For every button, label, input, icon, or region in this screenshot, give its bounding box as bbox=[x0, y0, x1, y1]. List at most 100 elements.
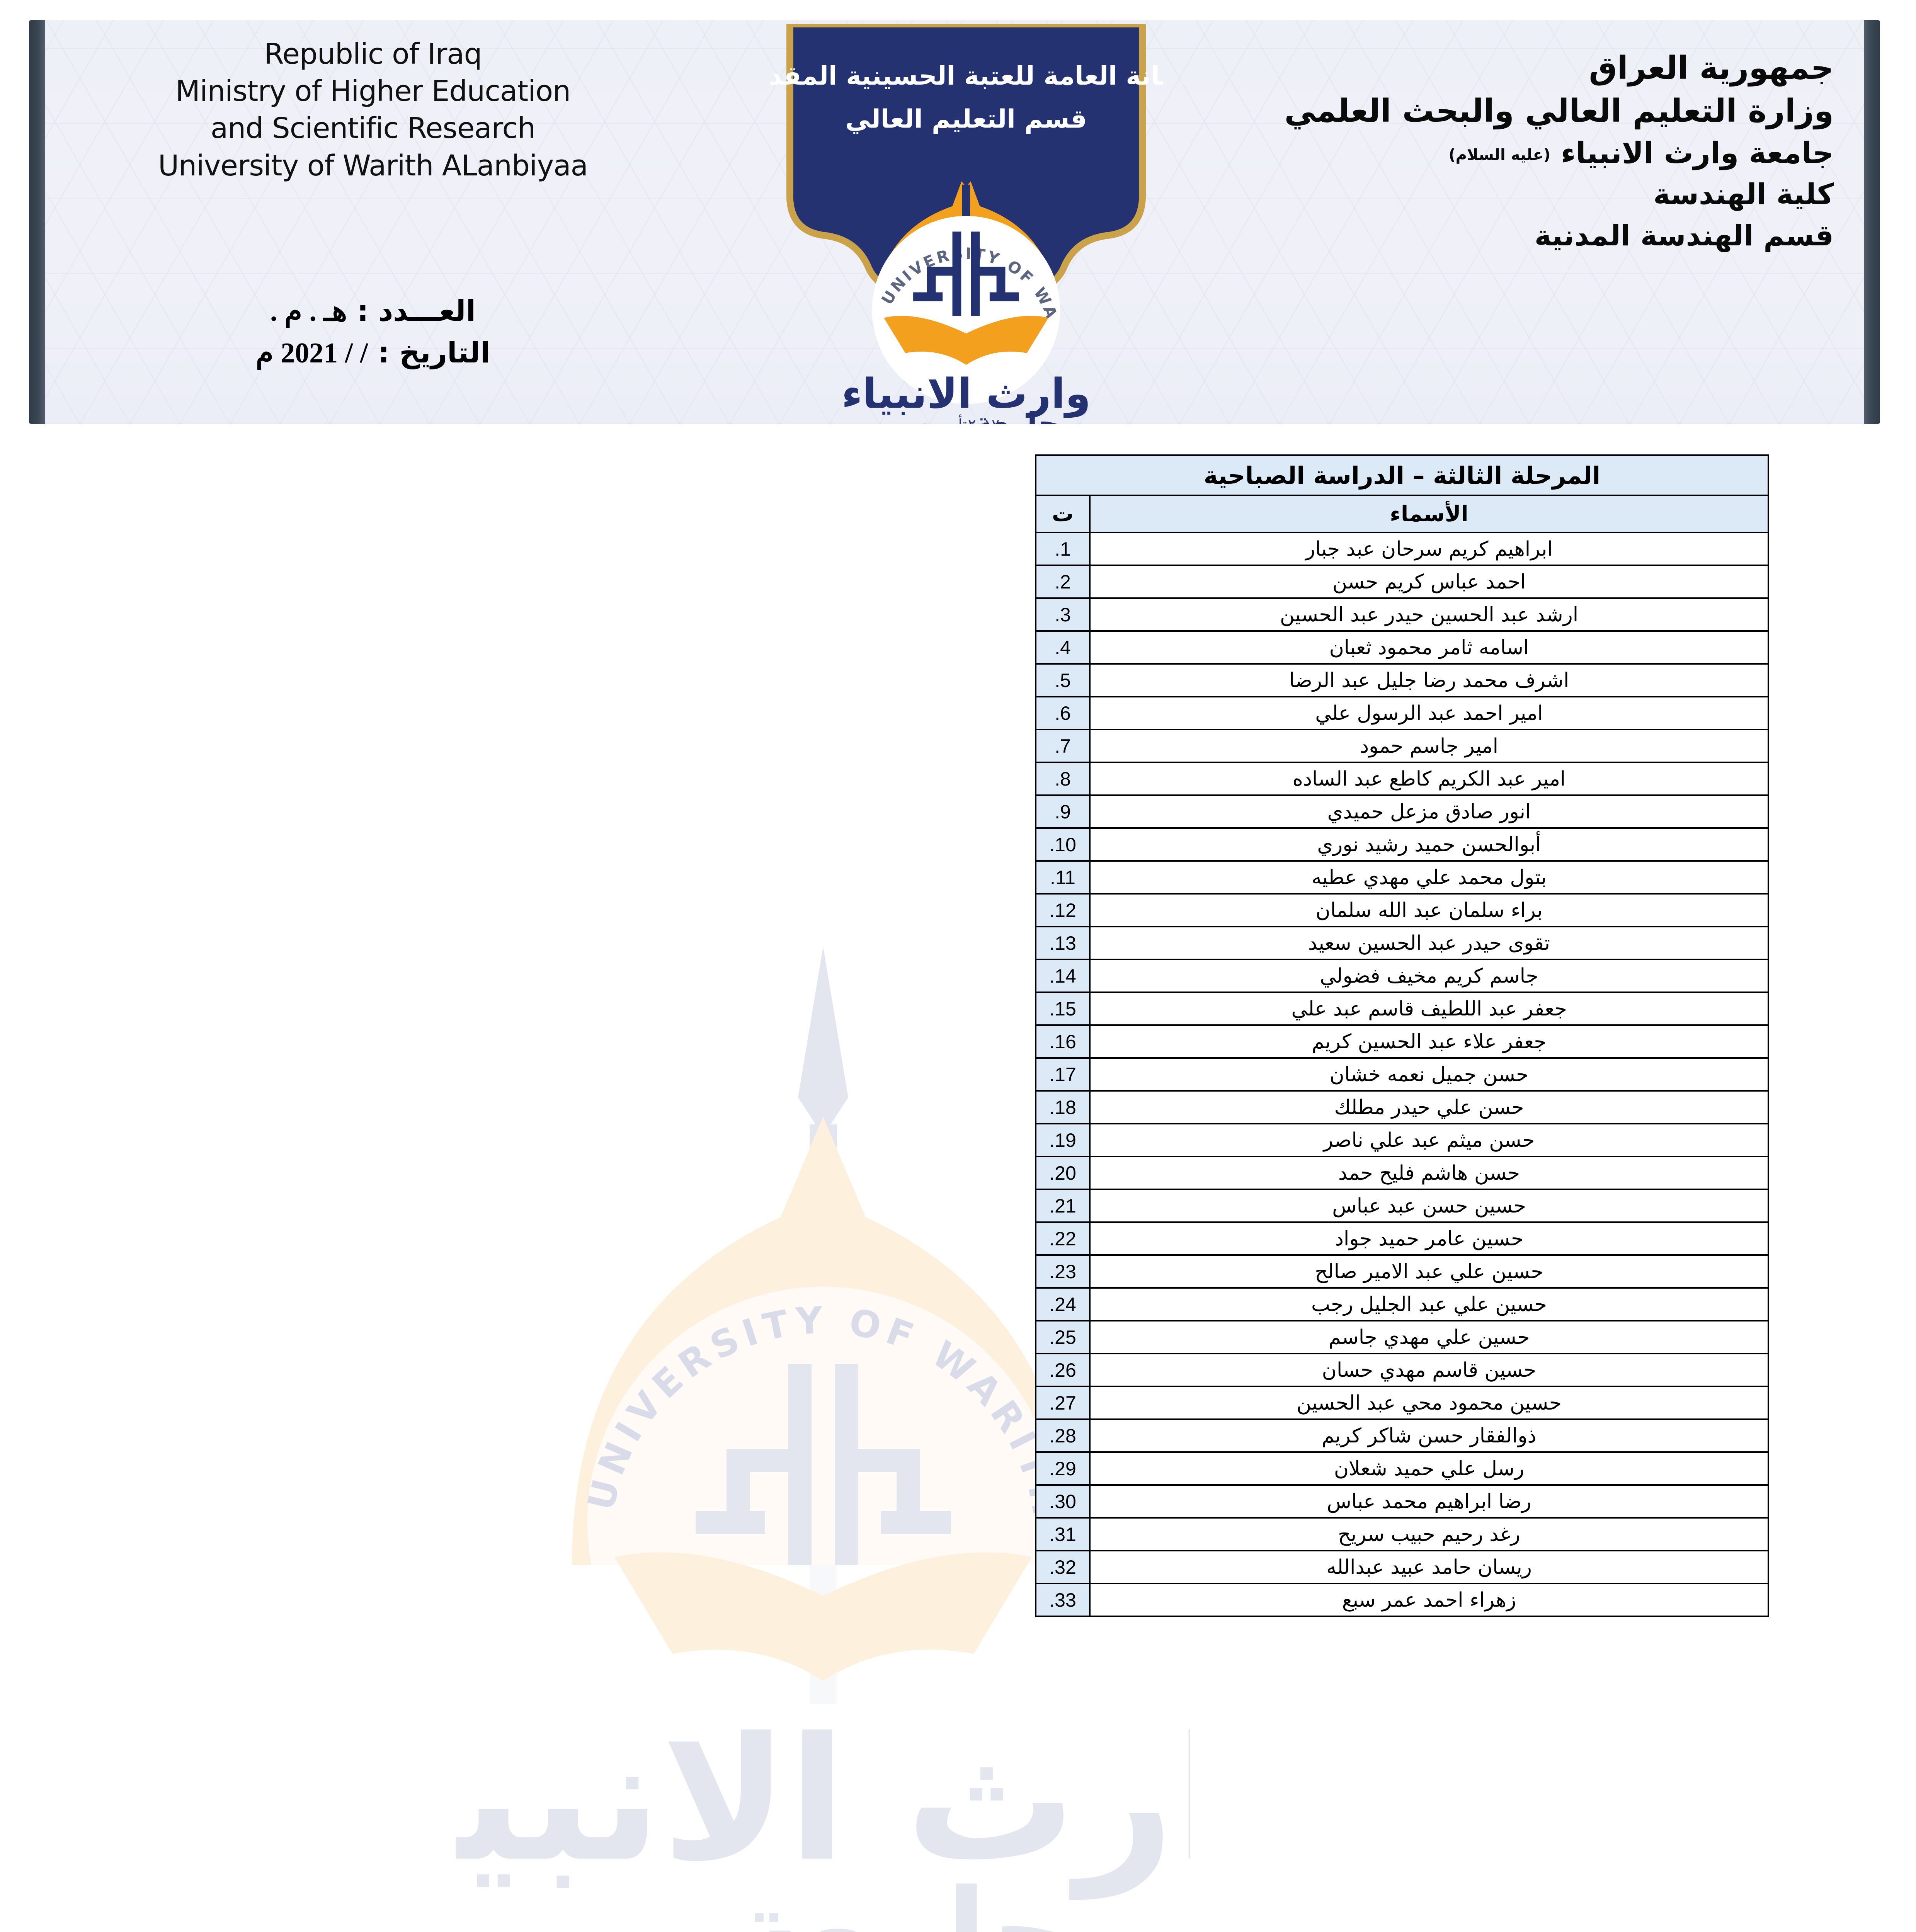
emblem-wordmark-jamia: جامعة bbox=[975, 406, 1059, 424]
table-row: حسين حسن عبد عباس .21 bbox=[1035, 1189, 1769, 1223]
arabic-line-department: قسم الهندسة المدنية bbox=[1534, 219, 1834, 253]
table-row: انور صادق مزعل حميدي .9 bbox=[1035, 794, 1769, 829]
table-row: ارشد عبد الحسين حيدر عبد الحسين .3 bbox=[1035, 597, 1769, 632]
student-name-cell: أبوالحسن حميد رشيد نوري bbox=[1089, 827, 1769, 862]
row-index-cell: .27 bbox=[1035, 1386, 1091, 1420]
table-body: ابراهيم كريم سرحان عبد جبار .1 احمد عباس ك… bbox=[1035, 532, 1769, 1617]
student-name-cell: احمد عباس كريم حسن bbox=[1089, 565, 1769, 599]
table-row: حسن ميثم عبد علي ناصر .19 bbox=[1035, 1123, 1769, 1157]
student-name-cell: حسين علي مهدي جاسم bbox=[1089, 1320, 1769, 1354]
row-index-cell: .29 bbox=[1035, 1451, 1091, 1486]
watermark-founded-year: ٢٠١٧ bbox=[723, 1920, 830, 1932]
watermark-wordmark: وارث الانبياء bbox=[456, 1701, 1190, 1901]
table-row: احمد عباس كريم حسن .2 bbox=[1035, 565, 1769, 599]
student-name-cell: اسامه ثامر محمود ثعبان bbox=[1089, 630, 1769, 665]
row-index-cell: .24 bbox=[1035, 1287, 1091, 1321]
row-index-cell: .4 bbox=[1035, 630, 1091, 665]
student-name-cell: حسن علي حيدر مطلك bbox=[1089, 1090, 1769, 1124]
table-row: حسين علي مهدي جاسم .25 bbox=[1035, 1320, 1769, 1354]
row-index-cell: .15 bbox=[1035, 992, 1091, 1026]
number-field-row: العـــدد : هـ . م . bbox=[71, 291, 674, 332]
row-index-cell: .2 bbox=[1035, 565, 1091, 599]
student-name-cell: ريسان حامد عبيد عبدالله bbox=[1089, 1550, 1769, 1584]
row-index-cell: .25 bbox=[1035, 1320, 1091, 1354]
student-name-cell: ارشد عبد الحسين حيدر عبد الحسين bbox=[1089, 597, 1769, 632]
arabic-line-ministry: وزارة التعليم العالي والبحث العلمي bbox=[1284, 92, 1834, 129]
row-index-cell: .3 bbox=[1035, 597, 1091, 632]
table-row: حسين علي عبد الجليل رجب .24 bbox=[1035, 1287, 1769, 1321]
table-row: امير عبد الكريم كاطع عبد الساده .8 bbox=[1035, 762, 1769, 796]
table-row: رسل علي حميد شعلان .29 bbox=[1035, 1451, 1769, 1486]
row-index-cell: .23 bbox=[1035, 1254, 1091, 1289]
number-label: العـــدد : bbox=[357, 294, 476, 328]
date-field-row: التاريخ : / / 2021 م bbox=[71, 332, 674, 374]
table-row: امير جاسم حمود .7 bbox=[1035, 729, 1769, 763]
row-index-cell: .33 bbox=[1035, 1583, 1091, 1617]
date-value: / / 2021 م bbox=[255, 337, 368, 369]
table-row: امير احمد عبد الرسول علي .6 bbox=[1035, 696, 1769, 730]
emblem-founded-label: تأسست bbox=[919, 414, 967, 424]
letterhead-left-edge-bar bbox=[29, 20, 45, 424]
letterhead-right-edge-bar bbox=[1864, 20, 1880, 424]
student-name-cell: رسل علي حميد شعلان bbox=[1089, 1451, 1769, 1486]
emblem-wordmark: وارث الانبياء bbox=[841, 370, 1091, 418]
table-row: حسين محمود محي عبد الحسين .27 bbox=[1035, 1386, 1769, 1420]
emblem-second-line: قسم التعليم العالي bbox=[845, 104, 1087, 134]
student-name-cell: حسين علي عبد الجليل رجب bbox=[1089, 1287, 1769, 1321]
table-row: رغد رحيم حبيب سريح .31 bbox=[1035, 1517, 1769, 1551]
english-identity-block: Republic of Iraq Ministry of Higher Educ… bbox=[71, 36, 674, 184]
row-index-cell: .11 bbox=[1035, 860, 1091, 895]
table-row: حسين علي عبد الامير صالح .23 bbox=[1035, 1254, 1769, 1289]
row-index-cell: .32 bbox=[1035, 1550, 1091, 1584]
table-row: براء سلمان عبد الله سلمان .12 bbox=[1035, 893, 1769, 927]
english-line-3: and Scientific Research bbox=[210, 112, 536, 145]
watermark-spire bbox=[798, 947, 848, 1136]
emblem-founded-year: ٢٠١٧ bbox=[968, 416, 1000, 424]
row-index-cell: .12 bbox=[1035, 893, 1091, 927]
student-name-cell: حسن ميثم عبد علي ناصر bbox=[1089, 1123, 1769, 1157]
row-index-cell: .30 bbox=[1035, 1484, 1091, 1519]
english-line-2: Ministry of Higher Education bbox=[175, 75, 571, 108]
student-names-table: المرحلة الثالثة – الدراسة الصباحية الأسم… bbox=[1035, 454, 1769, 1617]
table-row: حسن علي حيدر مطلك .18 bbox=[1035, 1090, 1769, 1124]
student-name-cell: امير احمد عبد الرسول علي bbox=[1089, 696, 1769, 730]
student-name-cell: اشرف محمد رضا جليل عبد الرضا bbox=[1089, 663, 1769, 697]
student-name-cell: جاسم كريم مخيف فضولي bbox=[1089, 959, 1769, 993]
row-index-cell: .7 bbox=[1035, 729, 1091, 763]
student-name-cell: حسين عامر حميد جواد bbox=[1089, 1221, 1769, 1256]
student-name-cell: حسن هاشم فليح حمد bbox=[1089, 1156, 1769, 1190]
row-index-cell: .1 bbox=[1035, 532, 1091, 566]
row-index-cell: .18 bbox=[1035, 1090, 1091, 1124]
reference-fields: العـــدد : هـ . م . التاريخ : / / 2021 م bbox=[71, 291, 674, 374]
row-index-cell: .5 bbox=[1035, 663, 1091, 697]
english-line-1: Republic of Iraq bbox=[264, 37, 482, 71]
row-index-cell: .31 bbox=[1035, 1517, 1091, 1551]
student-name-cell: رغد رحيم حبيب سريح bbox=[1089, 1517, 1769, 1551]
row-index-cell: .14 bbox=[1035, 959, 1091, 993]
row-index-cell: .13 bbox=[1035, 926, 1091, 960]
spire-icon bbox=[959, 151, 973, 187]
watermark-wordmark-jamia: جامعة bbox=[732, 1864, 1077, 1932]
table-title-row: المرحلة الثالثة – الدراسة الصباحية bbox=[1035, 454, 1769, 496]
student-name-cell: براء سلمان عبد الله سلمان bbox=[1089, 893, 1769, 927]
table-row: زهراء احمد عمر سبع .33 bbox=[1035, 1583, 1769, 1617]
student-name-cell: رضا ابراهيم محمد عباس bbox=[1089, 1484, 1769, 1519]
watermark-kufic-motif bbox=[696, 1364, 951, 1565]
table-row: جاسم كريم مخيف فضولي .14 bbox=[1035, 959, 1769, 993]
table-header-row: الأسماء ت bbox=[1035, 495, 1769, 533]
student-name-cell: جعفر عبد اللطيف قاسم عبد علي bbox=[1089, 992, 1769, 1026]
student-name-cell: حسين حسن عبد عباس bbox=[1089, 1189, 1769, 1223]
row-index-cell: .8 bbox=[1035, 762, 1091, 796]
student-name-cell: حسين علي عبد الامير صالح bbox=[1089, 1254, 1769, 1289]
student-name-cell: انور صادق مزعل حميدي bbox=[1089, 794, 1769, 829]
row-index-cell: .22 bbox=[1035, 1221, 1091, 1256]
row-index-cell: .10 bbox=[1035, 827, 1091, 862]
student-name-cell: حسن جميل نعمه خشان bbox=[1089, 1057, 1769, 1092]
table-row: ريسان حامد عبيد عبدالله .32 bbox=[1035, 1550, 1769, 1584]
watermark-ring-text: UNIVERSITY OF WARITH AL-ANBIYA'A bbox=[456, 908, 1069, 1542]
column-header-index: ت bbox=[1035, 495, 1091, 533]
student-name-cell: حسين قاسم مهدي حسان bbox=[1089, 1353, 1769, 1387]
letterhead-banner: Republic of Iraq Ministry of Higher Educ… bbox=[29, 20, 1880, 424]
table-row: أبوالحسن حميد رشيد نوري .10 bbox=[1035, 827, 1769, 862]
table-row: اسامه ثامر محمود ثعبان .4 bbox=[1035, 630, 1769, 665]
